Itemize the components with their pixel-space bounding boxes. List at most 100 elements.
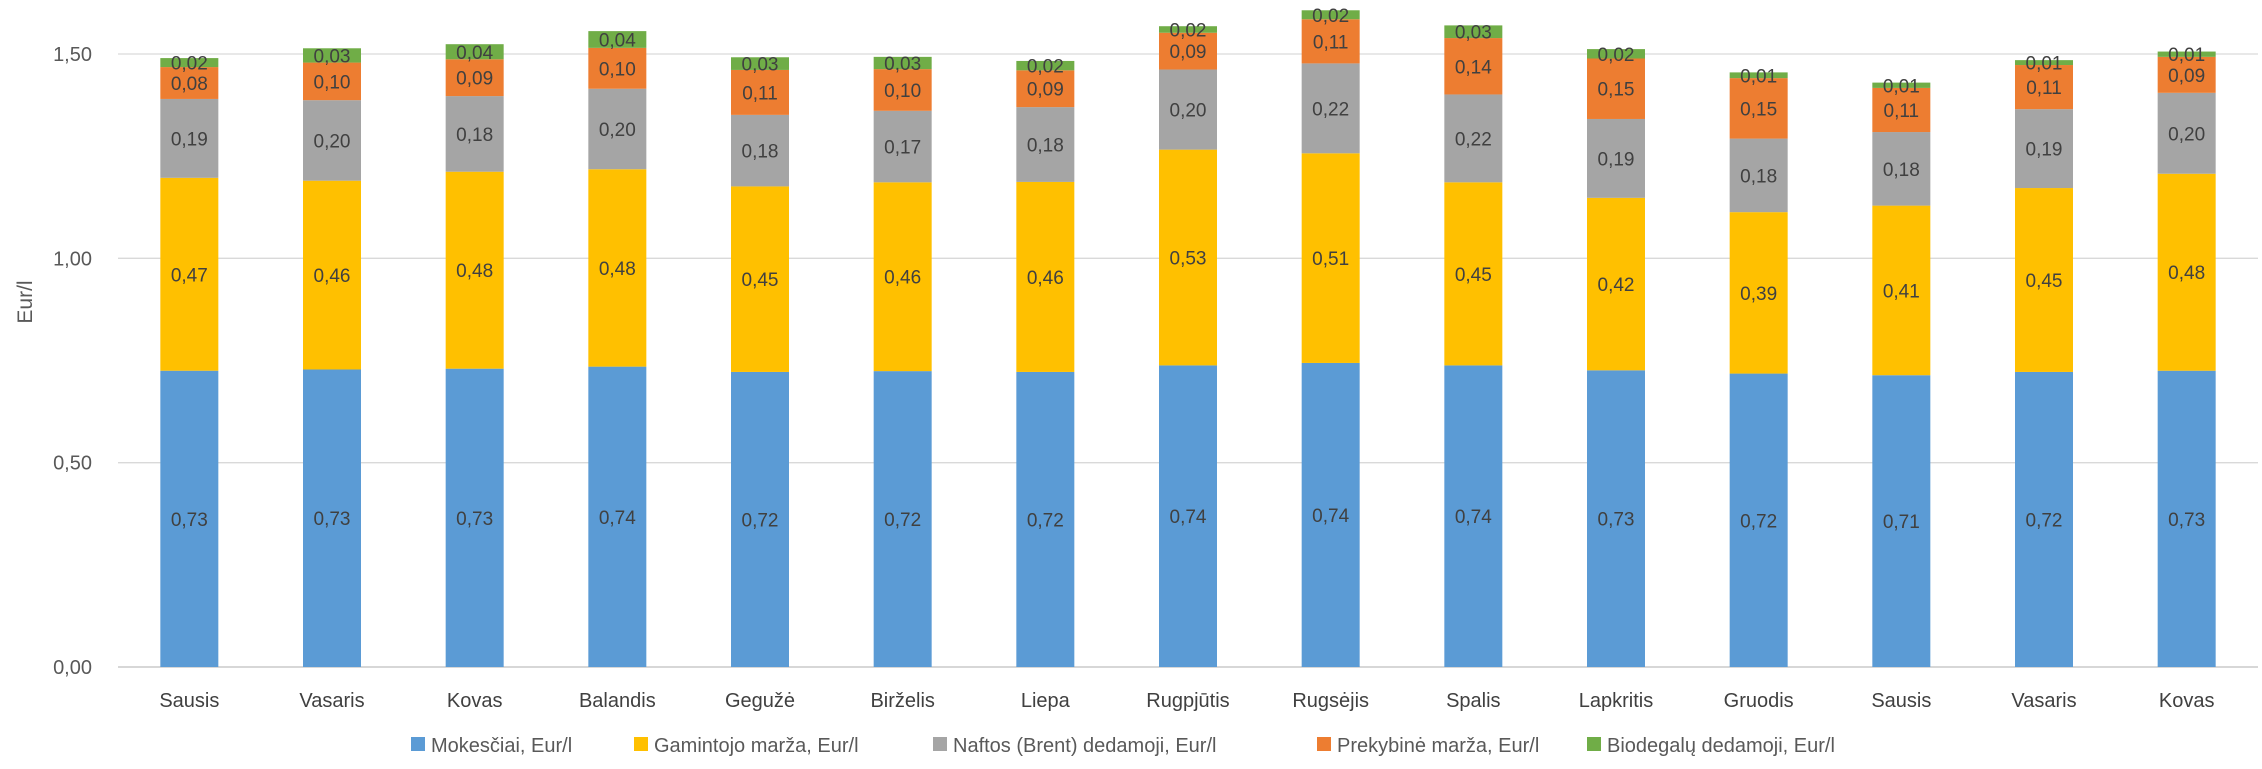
data-label: 0,10 — [599, 59, 636, 80]
bar-segment — [588, 169, 647, 367]
data-label: 0,02 — [1027, 57, 1064, 78]
data-label: 0,19 — [2026, 140, 2063, 161]
bar-segment — [160, 98, 219, 178]
data-label: 0,48 — [599, 259, 636, 280]
data-label: 0,46 — [314, 266, 351, 287]
bar-segment — [1872, 132, 1931, 206]
data-label: 0,74 — [1312, 506, 1349, 527]
data-label: 0,18 — [1027, 136, 1064, 157]
legend-label: Naftos (Brent) dedamoji, Eur/l — [953, 735, 1216, 757]
data-label: 0,20 — [1170, 101, 1207, 122]
data-label: 0,19 — [171, 129, 208, 150]
data-label: 0,10 — [884, 81, 921, 102]
legend-swatch — [411, 737, 425, 751]
data-label: 0,01 — [1883, 76, 1920, 97]
y-tick-label: 1,50 — [53, 44, 92, 66]
bar-segment — [160, 67, 219, 99]
bar-segment — [2015, 60, 2073, 66]
data-label: 0,47 — [171, 265, 208, 286]
bar-segment — [1444, 38, 1503, 95]
x-tick-label: Gegužė — [725, 690, 795, 712]
legend-label: Biodegalų dedamoji, Eur/l — [1607, 735, 1835, 757]
legend-swatch — [933, 737, 947, 751]
data-label: 0,18 — [742, 142, 779, 163]
data-label: 0,18 — [1740, 166, 1777, 187]
data-label: 0,72 — [1740, 511, 1777, 532]
x-tick-label: Kovas — [2159, 690, 2215, 712]
x-tick-label: Liepa — [1021, 690, 1071, 712]
legend-label: Prekybinė marža, Eur/l — [1337, 735, 1539, 757]
data-label: 0,45 — [742, 270, 779, 291]
legend-swatch — [1587, 737, 1601, 751]
data-label: 0,74 — [599, 508, 636, 529]
bar-segment — [1301, 153, 1360, 363]
data-label: 0,09 — [1170, 42, 1207, 63]
legend-swatch — [634, 737, 648, 751]
bar-segment — [2015, 65, 2073, 110]
bar-segment — [588, 88, 647, 170]
data-label: 0,72 — [884, 510, 921, 531]
x-tick-label: Rugsėjis — [1292, 690, 1369, 712]
data-label: 0,03 — [1455, 23, 1492, 44]
data-label: 0,71 — [1883, 512, 1920, 533]
bar-segment — [1872, 82, 1931, 88]
data-label: 0,04 — [599, 30, 636, 51]
bar-segment — [2015, 109, 2073, 189]
data-label: 0,74 — [1455, 507, 1492, 528]
x-tick-label: Kovas — [447, 690, 503, 712]
data-label: 0,46 — [884, 268, 921, 289]
bar-segment — [1159, 69, 1217, 150]
data-label: 0,09 — [456, 69, 493, 90]
bar-segment — [1587, 370, 1645, 667]
data-label: 0,72 — [1027, 510, 1064, 531]
bar-segment — [445, 44, 504, 60]
bar-segment — [160, 370, 219, 667]
data-label: 0,18 — [456, 125, 493, 146]
bar-segment — [731, 114, 789, 187]
bar-segment — [1729, 212, 1788, 374]
data-label: 0,51 — [1312, 249, 1349, 270]
data-label: 0,11 — [742, 83, 778, 104]
bar-segment — [303, 48, 361, 63]
bar-segment — [1587, 118, 1645, 198]
bar-segment — [1729, 78, 1788, 139]
bar-segment — [1444, 182, 1503, 366]
bar-segment — [588, 31, 647, 48]
data-label: 0,11 — [1884, 101, 1920, 122]
bar-segment — [2015, 371, 2073, 667]
data-label: 0,20 — [2168, 124, 2205, 145]
data-label: 0,02 — [1598, 45, 1635, 66]
bar-segment — [731, 57, 789, 70]
bar-segment — [445, 96, 504, 172]
data-label: 0,02 — [1312, 6, 1349, 27]
bar-segment — [731, 186, 789, 372]
data-label: 0,53 — [1170, 249, 1207, 270]
bar-segment — [2157, 92, 2216, 174]
bar-segment — [1444, 365, 1503, 667]
data-label: 0,03 — [884, 54, 921, 75]
bar-segment — [1159, 365, 1217, 667]
bar-segment — [1159, 149, 1217, 366]
data-label: 0,73 — [314, 509, 351, 530]
x-tick-label: Vasaris — [2011, 690, 2076, 712]
data-label: 0,73 — [171, 510, 208, 531]
bar-segment — [1587, 49, 1645, 59]
x-tick-label: Birželis — [870, 690, 934, 712]
data-label: 0,10 — [314, 72, 351, 93]
data-label: 0,08 — [171, 74, 208, 95]
bar-segment — [1159, 26, 1217, 33]
x-tick-label: Sausis — [159, 690, 219, 712]
legend-label: Gamintojo marža, Eur/l — [654, 735, 859, 757]
data-label: 0,74 — [1170, 507, 1207, 528]
x-tick-label: Sausis — [1871, 690, 1931, 712]
data-label: 0,22 — [1312, 99, 1349, 120]
data-label: 0,73 — [456, 509, 493, 530]
bar-segment — [1016, 371, 1075, 667]
data-label: 0,20 — [314, 131, 351, 152]
bar-segment — [1016, 181, 1075, 372]
data-label: 0,09 — [1027, 80, 1064, 101]
legend-swatch — [1317, 737, 1331, 751]
bar-segment — [1016, 60, 1075, 71]
bar-segment — [2157, 173, 2216, 371]
